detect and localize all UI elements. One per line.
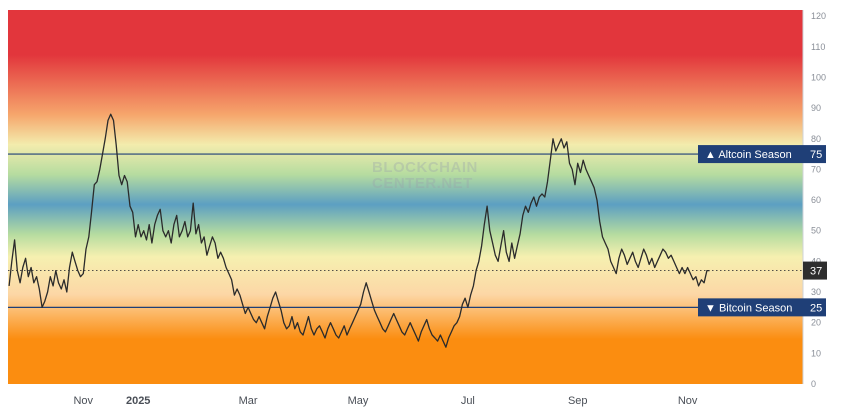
x-tick-label: Nov xyxy=(678,395,698,407)
x-tick-label: 2025 xyxy=(126,395,150,407)
x-tick-label: Nov xyxy=(73,395,93,407)
y-tick-label: 0 xyxy=(811,379,816,389)
y-axis: 0 10 20 30 40 50 60 70 80 90 100 110 120 xyxy=(802,10,826,389)
y-tick-label: 110 xyxy=(811,42,825,52)
y-tick-label: 90 xyxy=(811,103,821,113)
altcoin-season-badge xyxy=(698,145,826,164)
reference-lines xyxy=(8,153,803,308)
y-tick-label: 80 xyxy=(811,134,821,144)
current-value-badge xyxy=(803,261,827,280)
y-tick-label: 120 xyxy=(811,11,826,21)
current-value-label: 37 xyxy=(810,266,822,278)
y-tick-label: 100 xyxy=(811,72,826,82)
x-axis: Nov 2025 Mar May Jul Sep Nov xyxy=(73,395,697,407)
series-group xyxy=(8,113,710,348)
x-tick-label: Sep xyxy=(568,395,588,407)
y-tick-label: 50 xyxy=(811,226,821,236)
plot-background xyxy=(8,10,803,384)
watermark: BLOCKCHAIN CENTER.NET xyxy=(372,159,478,192)
x-tick-label: Mar xyxy=(239,395,258,407)
y-tick-label: 40 xyxy=(811,256,821,266)
y-tick-label: 60 xyxy=(811,195,821,205)
altcoin-season-label: ▲ Altcoin Season xyxy=(705,149,792,161)
y-tick-label: 10 xyxy=(811,348,821,358)
badges: ▲ Altcoin Season 75 ▼ Bitcoin Season 25 37 xyxy=(698,145,827,317)
x-tick-label: May xyxy=(348,395,369,407)
y-tick-label: 70 xyxy=(811,164,821,174)
y-tick-label: 30 xyxy=(811,287,821,297)
bitcoin-season-label: ▼ Bitcoin Season xyxy=(705,302,792,314)
y-tick-label: 20 xyxy=(811,318,821,328)
series-line-0 xyxy=(8,113,710,348)
watermark-line-2: CENTER.NET xyxy=(372,175,473,192)
x-tick-label: Jul xyxy=(461,395,475,407)
bitcoin-season-badge xyxy=(698,298,826,317)
bitcoin-season-value: 25 xyxy=(810,302,822,314)
watermark-line-1: BLOCKCHAIN xyxy=(372,159,478,176)
altcoin-season-value: 75 xyxy=(810,149,822,161)
